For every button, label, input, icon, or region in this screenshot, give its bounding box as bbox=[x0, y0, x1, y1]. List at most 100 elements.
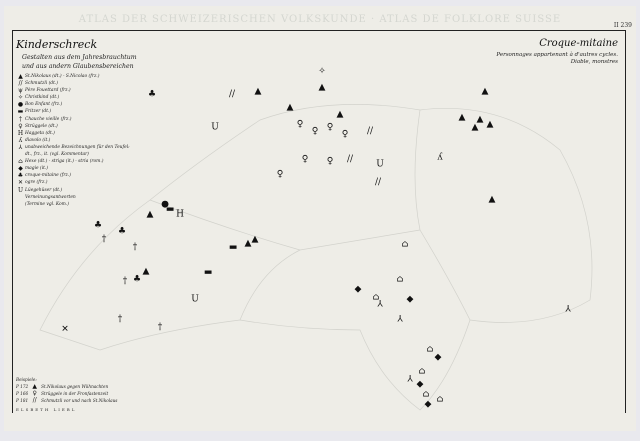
legend-item: (Termine vgl. Kom.) bbox=[16, 201, 134, 208]
triangle-icon: ▲ bbox=[251, 234, 259, 245]
u-icon: U bbox=[211, 122, 219, 133]
legend-label: unabweichende Bezeichnungen für den Teuf… bbox=[25, 144, 130, 158]
person-icon: ♀ bbox=[18, 122, 23, 130]
example-symbol: ▲ bbox=[32, 383, 37, 390]
branch-icon: ⅄ bbox=[407, 374, 413, 385]
legend-label: Lüegehüser (dt.) bbox=[25, 187, 63, 193]
person-icon: ♀ bbox=[296, 119, 304, 130]
legend-label: Haggeta (dt.) bbox=[25, 130, 55, 136]
diamond-icon: ◆ bbox=[354, 284, 362, 295]
triangle-icon: ▲ bbox=[486, 119, 494, 130]
legend-label: diavolo (it.) bbox=[25, 137, 51, 143]
x-icon: ✕ bbox=[17, 179, 24, 187]
lambda-icon: ʎ bbox=[18, 136, 23, 144]
lambda-icon: ʎ bbox=[437, 152, 443, 163]
double-slash-icon: // bbox=[228, 89, 236, 100]
diamond-icon: ◆ bbox=[416, 379, 424, 390]
cross-icon: † bbox=[157, 322, 163, 333]
dot-icon: ● bbox=[161, 199, 169, 210]
map-subtitle: Gestalten aus dem Jahresbrauchtum und au… bbox=[22, 53, 142, 71]
examples-title: Beispiele: bbox=[16, 377, 37, 382]
h-icon: H bbox=[17, 129, 24, 137]
double-slash-icon: // bbox=[18, 80, 23, 88]
h-icon: H bbox=[176, 209, 184, 220]
right-title: Croque-mitaine bbox=[539, 38, 618, 49]
star-cross-icon: ✧ bbox=[17, 94, 24, 102]
example-code: P 172 bbox=[16, 384, 29, 389]
cross-icon: † bbox=[117, 314, 123, 325]
legend-label: Christkind (dt.) bbox=[25, 95, 60, 101]
cross-icon: † bbox=[132, 242, 138, 253]
legend-label: Schmutzli (dt.) bbox=[25, 81, 58, 87]
u-icon: U bbox=[191, 294, 199, 305]
triangle-icon: ▲ bbox=[146, 209, 154, 220]
example-symbol: // bbox=[32, 397, 37, 404]
map-number: II 239 bbox=[613, 22, 632, 29]
atlas-title: ATLAS DER SCHWEIZERISCHEN VOLKSKUNDE · A… bbox=[78, 14, 562, 25]
triangle-icon: ▲ bbox=[142, 266, 150, 277]
cross-icon: † bbox=[19, 115, 22, 123]
right-subtitle: Personnages appartenant à d'autres cycle… bbox=[496, 52, 618, 66]
legend-item: ⌂ Hexe (dt.) - striga (it.) - stria (rom.… bbox=[16, 158, 134, 165]
star-cross-icon: ✧ bbox=[318, 66, 326, 77]
triangle-icon: ▲ bbox=[286, 102, 294, 113]
tree-icon: ♣ bbox=[147, 89, 157, 100]
dot-icon: ● bbox=[17, 101, 24, 109]
triangle-icon: ▲ bbox=[254, 86, 262, 97]
triangle-icon: ▲ bbox=[244, 238, 252, 249]
legend-label: (Termine vgl. Kom.) bbox=[25, 201, 69, 207]
subtitle-line: Personnages appartenant à d'autres cycle… bbox=[496, 52, 618, 58]
example-code: P 181 bbox=[16, 398, 29, 403]
house-icon: ⌂ bbox=[18, 158, 23, 166]
map-legend: ▲ St.Nikolaus (dt.) - S.Nicolao (frz.)//S… bbox=[16, 73, 134, 208]
legend-label: Chauche vieille (frz.) bbox=[25, 116, 72, 122]
x-icon: ✕ bbox=[61, 324, 69, 335]
legend-item: ♣ croque-mitaine (frz.) bbox=[16, 172, 134, 179]
bar-icon: ▬ bbox=[165, 204, 175, 215]
author: ELSBETH LIEBL bbox=[16, 407, 77, 412]
triangle-icon: ▲ bbox=[476, 114, 484, 125]
legend-label: croque-mitaine (frz.) bbox=[25, 173, 71, 179]
diamond-icon: ◆ bbox=[18, 165, 23, 173]
cross-icon: † bbox=[122, 276, 128, 287]
house-icon: ⌂ bbox=[422, 389, 430, 400]
map-sheet bbox=[4, 6, 636, 431]
example-item: P 181// Schmutzli vor und nach St.Nikolau… bbox=[16, 397, 117, 404]
house-icon: ⌂ bbox=[418, 366, 426, 377]
person-icon: ♀ bbox=[301, 154, 309, 165]
example-text: St.Nikolaus gegen Wiihnachten bbox=[41, 384, 109, 389]
legend-item: //Schmutzli (dt.) bbox=[16, 80, 134, 87]
legend-item: ⅄ unabweichende Bezeichnungen für den Teu… bbox=[16, 144, 134, 158]
u-icon: U bbox=[376, 159, 384, 170]
pere-fouettard-icon: ψ bbox=[18, 87, 23, 95]
example-text: Strüggele in der Fronfastenzeit bbox=[41, 391, 109, 396]
legend-item: ʎ diavolo (it.) bbox=[16, 137, 134, 144]
cross-icon: † bbox=[101, 234, 107, 245]
double-slash-icon: // bbox=[374, 177, 382, 188]
triangle-icon: ▲ bbox=[458, 112, 466, 123]
person-icon: ♀ bbox=[326, 122, 334, 133]
legend-item: ψ Père Fouettard (frz.) bbox=[16, 87, 134, 94]
person-icon: ♀ bbox=[326, 156, 334, 167]
example-symbol: ♀ bbox=[32, 390, 37, 397]
diamond-icon: ◆ bbox=[434, 352, 442, 363]
branch-icon: ⅄ bbox=[565, 304, 571, 315]
bar-icon: ▬ bbox=[17, 108, 24, 116]
legend-label: Bon Enfant (frz.) bbox=[25, 102, 63, 108]
tree-icon: ♣ bbox=[93, 220, 103, 231]
legend-label: magie (it.) bbox=[25, 166, 48, 172]
tree-icon: ♣ bbox=[117, 226, 127, 237]
map-title: Kinderschreck bbox=[16, 38, 98, 51]
legend-item: ● Bon Enfant (frz.) bbox=[16, 101, 134, 108]
branch-icon: ⅄ bbox=[18, 143, 23, 151]
legend-label: Verneinungsantworten bbox=[25, 194, 76, 200]
triangle-icon: ▲ bbox=[18, 73, 23, 80]
triangle-icon: ▲ bbox=[471, 122, 479, 133]
legend-label: Hexe (dt.) - striga (it.) - stria (rom.) bbox=[25, 159, 104, 165]
u-icon: U bbox=[17, 186, 24, 194]
diamond-icon: ◆ bbox=[406, 294, 414, 305]
legend-label: Père Fouettard (frz.) bbox=[25, 88, 71, 94]
person-icon: ♀ bbox=[311, 126, 319, 137]
subtitle-line: Diable, monstres bbox=[570, 59, 618, 65]
legend-label: ogre (frz.) bbox=[25, 180, 48, 186]
